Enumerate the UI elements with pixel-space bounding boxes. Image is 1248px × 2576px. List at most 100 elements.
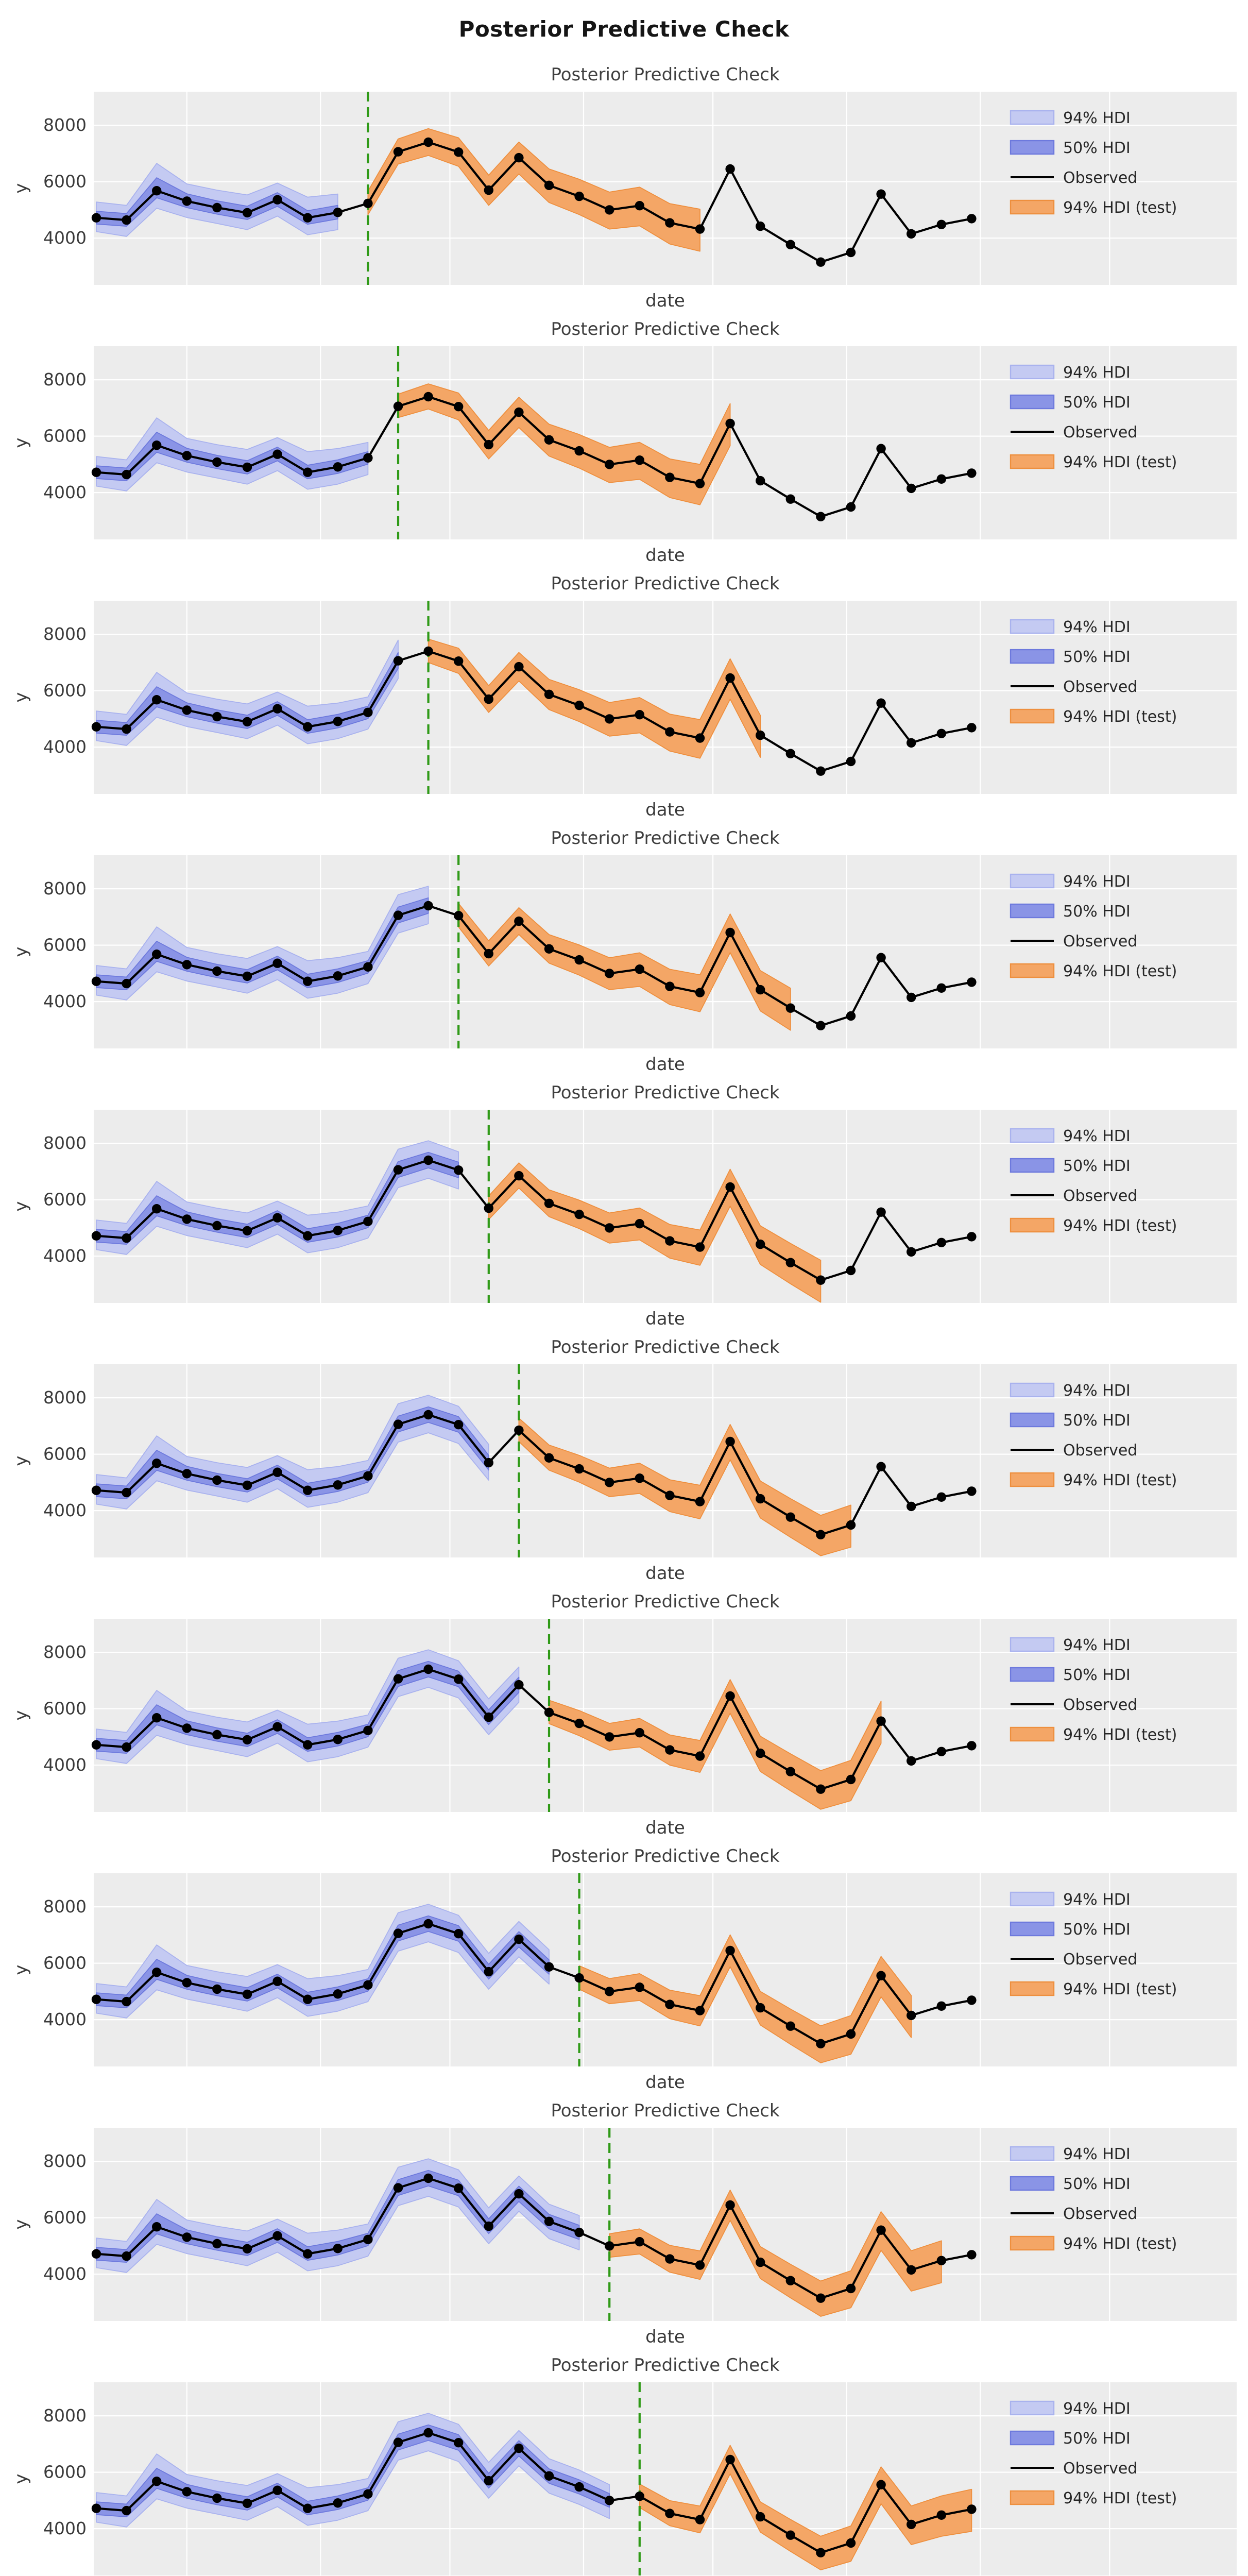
y-tick-label: 4000 (43, 1500, 87, 1520)
legend-label: 94% HDI (1063, 2400, 1131, 2418)
observed-line (96, 2431, 972, 2554)
legend-swatch-2 (1010, 1921, 1055, 1937)
legend-label: 50% HDI (1063, 1921, 1131, 1939)
legend-swatch-4 (1010, 963, 1055, 978)
legend-swatch-4 (1010, 1726, 1055, 1742)
y-tick-label: 6000 (43, 2208, 87, 2228)
x-axis-label: date (645, 1054, 685, 1075)
legend: 94% HDI 50% HDI Observed 94% HDI (test) (1010, 1382, 1177, 1489)
legend-swatch-2 (1010, 2176, 1055, 2191)
legend-label: 94% HDI (test) (1063, 199, 1177, 217)
observed-line (96, 141, 972, 263)
legend-label: 94% HDI (test) (1063, 1726, 1177, 1744)
y-tick-label: 6000 (43, 935, 87, 955)
y-tick-label: 4000 (43, 1755, 87, 1775)
y-axis-label: y (11, 1455, 31, 1466)
x-axis-label: date (645, 2072, 685, 2093)
legend-label: 50% HDI (1063, 903, 1131, 921)
ppc-panel-2: Posterior Predictive Check 4000 6000 8000 y d… (11, 319, 1237, 566)
legend-swatch-1 (1010, 2400, 1055, 2416)
observed-markers (91, 1919, 977, 2048)
observed-markers (91, 137, 977, 267)
hdi-94-test-band (458, 903, 791, 1031)
legend-label: Observed (1063, 933, 1137, 951)
legend-label: 94% HDI (1063, 618, 1131, 636)
legend: 94% HDI 50% HDI Observed 94% HDI (test) (1010, 618, 1177, 726)
legend-swatch-2 (1010, 140, 1055, 155)
legend-swatch-4 (1010, 1472, 1055, 1487)
hdi-94-test-band (578, 1934, 912, 2063)
legend-label: 94% HDI (test) (1063, 1471, 1177, 1489)
legend-swatch-2 (1010, 2430, 1055, 2446)
x-axis-label: date (645, 1563, 685, 1584)
legend-swatch-4 (1010, 199, 1055, 215)
ppc-panel-4: Posterior Predictive Check 4000 6000 8000 y d… (11, 828, 1237, 1075)
legend-swatch-4 (1010, 454, 1055, 469)
subplot-title: Posterior Predictive Check (551, 2355, 779, 2376)
legend-swatch-2 (1010, 394, 1055, 410)
legend-label: Observed (1063, 678, 1137, 696)
grid-lines (94, 92, 1237, 285)
observed-markers (91, 646, 977, 776)
observed-line (96, 395, 972, 518)
x-axis-label: date (645, 1309, 685, 1329)
y-tick-label: 4000 (43, 482, 87, 502)
legend-label: Observed (1063, 2205, 1137, 2223)
observed-markers (91, 1410, 977, 1539)
legend-label: 94% HDI (1063, 1891, 1131, 1909)
y-tick-label: 4000 (43, 1246, 87, 1266)
hdi-50-band (96, 897, 429, 991)
y-axis-label: y (11, 1201, 31, 1211)
legend-label: 50% HDI (1063, 1412, 1131, 1430)
legend-swatch-1 (1010, 1891, 1055, 1907)
hdi-50-band (96, 1660, 520, 1754)
legend: 94% HDI 50% HDI Observed 94% HDI (test) (1010, 2400, 1177, 2507)
ppc-panel-10: Posterior Predictive Check400060008000y2… (11, 2355, 1237, 2575)
y-axis-label: y (11, 437, 31, 448)
hdi-50-band (96, 1915, 550, 2009)
y-axis-label: y (11, 2219, 31, 2229)
legend-label: 50% HDI (1063, 648, 1131, 666)
y-tick-label: 8000 (43, 369, 87, 389)
legend-label: Observed (1063, 2460, 1137, 2478)
observed-markers (91, 1155, 977, 1285)
y-tick-label: 4000 (43, 228, 87, 248)
x-axis-label: date (645, 800, 685, 820)
x-axis-label: date (645, 291, 685, 311)
observed-line (96, 650, 972, 772)
legend-swatch-1 (1010, 1128, 1055, 1143)
legend: 94% HDI 50% HDI Observed 94% HDI (test) (1010, 109, 1177, 217)
legend-label: 50% HDI (1063, 2430, 1131, 2448)
legend-label: 50% HDI (1063, 394, 1131, 412)
ppc-panel-5: Posterior Predictive Check 4000 6000 8000 y d… (11, 1082, 1237, 1329)
legend-swatch-2 (1010, 1667, 1055, 1682)
legend-label: 94% HDI (test) (1063, 962, 1177, 980)
legend-label: 94% HDI (test) (1063, 708, 1177, 726)
observed-line (96, 1413, 972, 1536)
hdi-94-test-band (367, 128, 700, 252)
legend-swatch-1 (1010, 1382, 1055, 1398)
subplot-title: Posterior Predictive Check (551, 573, 779, 594)
subplot-title: Posterior Predictive Check (551, 1337, 779, 1358)
legend-label: 50% HDI (1063, 139, 1131, 157)
ppc-panel-8: Posterior Predictive Check 4000 6000 8000 y d… (11, 1846, 1237, 2093)
observed-markers (91, 901, 977, 1030)
legend-swatch-1 (1010, 873, 1055, 889)
legend-label: Observed (1063, 1696, 1137, 1714)
subplot-title: Posterior Predictive Check (551, 64, 779, 85)
ppc-panel-1: Posterior Predictive Check 4000 6000 8000 y d… (11, 64, 1237, 311)
y-tick-label: 4000 (43, 991, 87, 1011)
observed-markers (91, 2428, 977, 2557)
legend-label: Observed (1063, 423, 1137, 442)
legend-label: 94% HDI (1063, 109, 1131, 127)
y-tick-label: 8000 (43, 624, 87, 644)
y-tick-label: 6000 (43, 2462, 87, 2482)
legend-swatch-1 (1010, 619, 1055, 634)
observed-markers (91, 392, 977, 521)
hdi-94-test-band (609, 2190, 942, 2317)
y-tick-label: 4000 (43, 2518, 87, 2538)
observed-line (96, 904, 972, 1027)
observed-markers (91, 1664, 977, 1794)
subplot-title: Posterior Predictive Check (551, 1082, 779, 1103)
